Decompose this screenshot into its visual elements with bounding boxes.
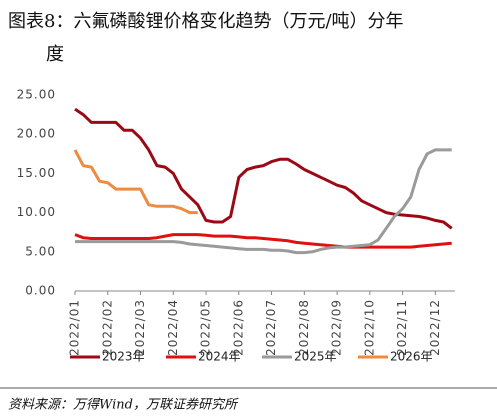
x-tick-label: 2022/10 <box>362 299 376 356</box>
y-tick-label: 5.00 <box>25 244 56 258</box>
x-tick-label: 2022/04 <box>166 299 180 356</box>
series-line <box>73 149 198 215</box>
legend-label: 2024年 <box>198 350 241 364</box>
x-tick-label: 2022/09 <box>330 299 344 356</box>
legend-label: 2025年 <box>294 350 337 364</box>
series-line <box>75 148 452 255</box>
x-tick-label: 2022/02 <box>100 299 114 356</box>
y-tick-label: 20.00 <box>17 127 56 141</box>
series-line <box>74 107 453 230</box>
legend-label: 2023年 <box>102 350 145 364</box>
x-tick-label: 2022/01 <box>68 299 82 356</box>
y-tick-label: 25.00 <box>17 88 56 102</box>
y-tick-label: 15.00 <box>17 166 56 180</box>
x-tick-label: 2022/08 <box>297 299 311 356</box>
x-tick-label: 2022/05 <box>199 299 213 356</box>
series-line <box>74 233 452 249</box>
y-tick-label: 0.00 <box>25 284 56 298</box>
x-tick-label: 2022/06 <box>231 299 245 356</box>
x-tick-label: 2022/07 <box>264 299 278 356</box>
y-tick-label: 10.00 <box>17 205 56 219</box>
x-tick-label: 2022/11 <box>395 299 409 356</box>
source-note: 资料来源：万得Wind，万联证券研究所 <box>8 397 239 413</box>
legend-label: 2026年 <box>390 350 433 364</box>
chart-title: 图表8：六氟磷酸锂价格变化趋势（万元/吨）分年度 <box>8 11 404 65</box>
x-tick-label: 2022/03 <box>133 299 147 356</box>
x-tick-label: 2022/12 <box>428 299 442 356</box>
